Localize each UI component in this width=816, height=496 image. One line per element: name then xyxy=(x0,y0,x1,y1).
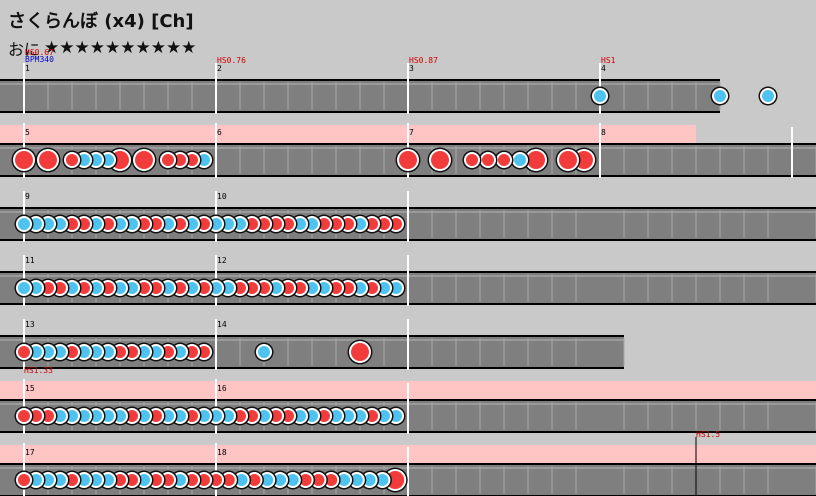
measure-number: 9 xyxy=(25,192,30,201)
don-note-big xyxy=(135,151,153,169)
don-note-big xyxy=(15,151,33,169)
don-note xyxy=(18,474,30,486)
gogo-hs-label: HS1.33 xyxy=(24,366,53,375)
measure-number: 13 xyxy=(25,320,35,329)
ka-note xyxy=(18,218,30,230)
don-note xyxy=(222,474,235,486)
don-note-big xyxy=(559,151,577,169)
ka-note xyxy=(258,346,270,358)
don-note xyxy=(248,474,261,486)
don-note xyxy=(325,474,338,486)
gogo-band xyxy=(0,125,696,145)
hs-marker: HS0.67 xyxy=(25,48,54,57)
ka-note xyxy=(514,154,526,166)
difficulty-label: おに xyxy=(8,40,41,59)
don-note xyxy=(66,154,78,166)
measure-number: 1 xyxy=(25,64,30,73)
ka-note xyxy=(762,90,774,102)
measure-number: 16 xyxy=(217,384,227,393)
measure-number: 18 xyxy=(217,448,227,457)
measure-number: 4 xyxy=(601,64,606,73)
don-note xyxy=(466,154,478,166)
end-hs-label: HS1.5 xyxy=(696,430,720,439)
don-note xyxy=(18,346,30,358)
difficulty-stars: ★★★★★★★★★★ xyxy=(44,38,197,58)
measure-number: 17 xyxy=(25,448,35,457)
measure-number: 3 xyxy=(409,64,414,73)
measure-number: 11 xyxy=(25,256,35,265)
ka-note xyxy=(350,474,363,486)
ka-note xyxy=(18,282,30,294)
measure-number: 15 xyxy=(25,384,35,393)
ka-note xyxy=(286,474,299,486)
don-note xyxy=(312,474,325,486)
hs-marker: HS1 xyxy=(601,56,616,65)
difficulty-row: おに ★★★★★★★★★★ xyxy=(8,38,197,59)
don-note-big xyxy=(527,151,545,169)
song-title: さくらんぼ (x4) [Ch] xyxy=(8,11,194,32)
don-note xyxy=(299,474,312,486)
ka-note xyxy=(714,90,726,102)
hs-marker: HS0.87 xyxy=(409,56,438,65)
ka-note xyxy=(235,474,248,486)
ka-note xyxy=(274,474,286,486)
don-note xyxy=(18,410,30,422)
measure-number: 7 xyxy=(409,128,414,137)
measure-number: 12 xyxy=(217,256,227,265)
don-note-big xyxy=(399,151,417,169)
ka-note xyxy=(363,474,376,486)
don-note xyxy=(482,154,494,166)
measure-number: 14 xyxy=(217,320,227,329)
ka-note xyxy=(261,474,274,486)
don-note xyxy=(162,154,174,166)
bpm-marker: BPM340 xyxy=(25,55,54,64)
ka-note xyxy=(376,474,389,486)
measure-number: 5 xyxy=(25,128,30,137)
hs-marker: HS0.76 xyxy=(217,56,246,65)
don-note-big xyxy=(351,343,369,361)
don-note-big xyxy=(431,151,449,169)
measure-number: 10 xyxy=(217,192,227,201)
measure-number: 6 xyxy=(217,128,222,137)
don-note-big xyxy=(39,151,57,169)
ka-note xyxy=(594,90,606,102)
ka-note xyxy=(338,474,350,486)
measure-number: 2 xyxy=(217,64,222,73)
don-note xyxy=(498,154,510,166)
measure-number: 8 xyxy=(601,128,606,137)
